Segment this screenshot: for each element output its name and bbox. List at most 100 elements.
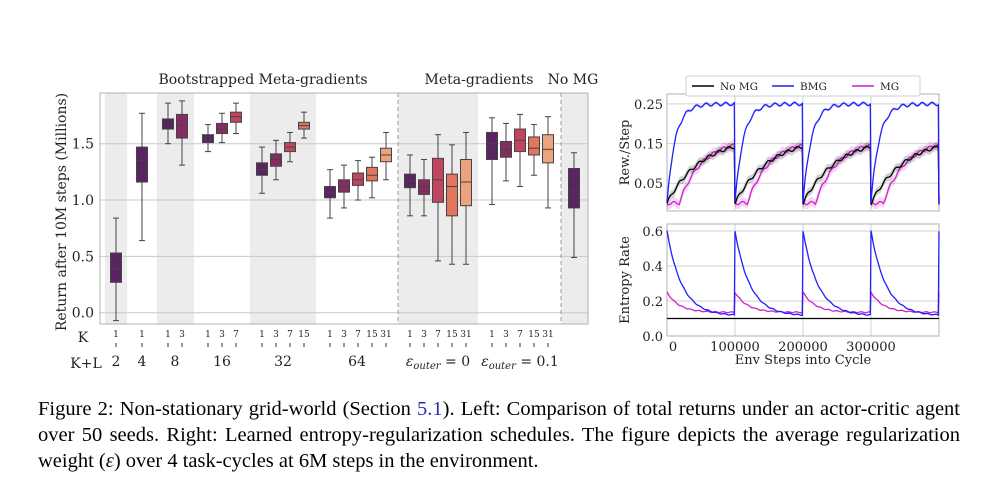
section-reference-link[interactable]: 5.1 [417, 398, 443, 420]
box-body [486, 131, 498, 160]
box-8-0 [568, 152, 580, 259]
k-tick-label: 31 [460, 330, 471, 340]
y-tick-label: 0.25 [634, 98, 663, 113]
y-tick-label: 0.05 [634, 177, 663, 192]
entropy-line-panel: 0.0 0.2 0.4 0.6 Entropy Rate 0 100000 200000 300… [618, 223, 940, 368]
legend-label: BMG [800, 81, 827, 93]
y-tick-label: 0.4 [642, 260, 663, 275]
box-5-2 [352, 160, 364, 201]
x-axis-label: Env Steps into Cycle [735, 353, 872, 368]
box-3-1 [216, 112, 228, 144]
box-body [162, 118, 174, 130]
box-2-1 [176, 100, 188, 166]
x-tick-label: 100000 [710, 340, 760, 355]
box-body [352, 172, 364, 186]
box-0-0 [110, 217, 122, 322]
y-axis-label: Entropy Rate [618, 236, 633, 324]
box-3-2 [230, 102, 242, 135]
box-4-0 [256, 146, 268, 194]
figure-caption: Figure 2: Non-stationary grid-world (Sec… [38, 396, 960, 474]
box-7-4 [542, 116, 554, 209]
k-tick-label: 7 [233, 330, 239, 340]
box-body [568, 167, 580, 209]
box-6-1 [418, 158, 430, 217]
legend-frame [685, 75, 921, 97]
box-7-3 [528, 124, 540, 176]
k-tick-label: 1 [139, 330, 145, 340]
box-body [216, 122, 228, 135]
box-body [110, 252, 122, 283]
box-6-2 [432, 134, 444, 262]
box-body [256, 162, 268, 176]
k-tick-label: 7 [355, 330, 361, 340]
y-tick-label: 0.0 [642, 330, 663, 345]
kl-group-label: 64 [348, 354, 366, 370]
box-body [542, 134, 554, 164]
box-body [176, 113, 188, 139]
k-tick-label: 15 [446, 330, 458, 340]
series-line-bmg [666, 230, 940, 316]
box-body [270, 153, 282, 167]
k-tick-label: 3 [219, 330, 225, 340]
caption-part-1: Non-stationary grid-world (Section [113, 398, 418, 420]
figure-label: Figure 2: [38, 398, 114, 420]
kl-group-label: 2 [112, 354, 121, 370]
box-7-0 [486, 117, 498, 206]
y-axis-label: Rew./Step [618, 120, 633, 186]
k-tick-label: 1 [407, 330, 413, 340]
box-body [230, 111, 242, 123]
box-6-4 [460, 131, 472, 265]
series-line-bmg [666, 101, 940, 204]
box-6-0 [404, 154, 416, 217]
y-tick-label: 1.5 [72, 137, 94, 153]
group-title: Bootstrapped Meta-gradients [158, 72, 367, 88]
x-tick-label: 200000 [778, 340, 828, 355]
y-tick-label: 1.0 [72, 193, 94, 209]
box-5-3 [366, 156, 378, 199]
box-body [136, 146, 148, 183]
box-5-4 [380, 131, 392, 181]
k-tick-label: 1 [327, 330, 333, 340]
box-7-2 [514, 113, 526, 188]
k-tick-label: 3 [421, 330, 427, 340]
kl-group-label: 32 [274, 354, 292, 370]
legend-label: MG [880, 81, 899, 93]
y-tick-label: 0.0 [72, 306, 94, 322]
kl-group-label: 16 [213, 354, 231, 370]
k-tick-label: 3 [273, 330, 279, 340]
k-tick-label: 1 [489, 330, 495, 340]
k-tick-label: 15 [366, 330, 378, 340]
box-plot-frame [99, 92, 589, 325]
kl-group-label: 8 [171, 354, 180, 370]
y-axis-label: Return after 10M steps (Millions) [54, 93, 70, 331]
box-4-2 [284, 131, 296, 163]
box-body [338, 179, 350, 193]
k-tick-label: 31 [542, 330, 553, 340]
epsilon-symbol: ε [105, 450, 114, 472]
box-7-1 [500, 122, 512, 182]
k-tick-label: 1 [165, 330, 171, 340]
box-body [202, 134, 214, 144]
box-body [446, 173, 458, 217]
box-4-1 [270, 139, 282, 181]
k-tick-label: 3 [503, 330, 509, 340]
box-body [432, 157, 444, 203]
k-tick-label: 7 [517, 330, 523, 340]
kl-row-label: K+L [70, 356, 102, 372]
k-tick-label: 1 [113, 330, 119, 340]
box-body [528, 136, 540, 156]
k-tick-label: 15 [298, 330, 310, 340]
box-body [418, 179, 430, 195]
box-5-1 [338, 164, 350, 209]
caption-part-3: ) over 4 task-cycles at 6M steps in the … [113, 450, 539, 472]
series-line-no-mg [666, 145, 940, 205]
box-3-0 [202, 124, 214, 153]
caption-part-2: ). Left: Comparison of total returns und… [38, 398, 961, 472]
box-2-0 [162, 102, 174, 145]
box-plot-panel: 1 1 1 3 1 3 7 1 3 7 15 1 3 7 15 31 1 3 7 15 31 1 3 7 15 310.00.51… [54, 72, 598, 372]
y-tick-label: 0.15 [634, 138, 663, 153]
group-title: Meta-gradients [425, 72, 534, 88]
k-tick-label: 7 [435, 330, 441, 340]
box-4-3 [298, 111, 310, 139]
